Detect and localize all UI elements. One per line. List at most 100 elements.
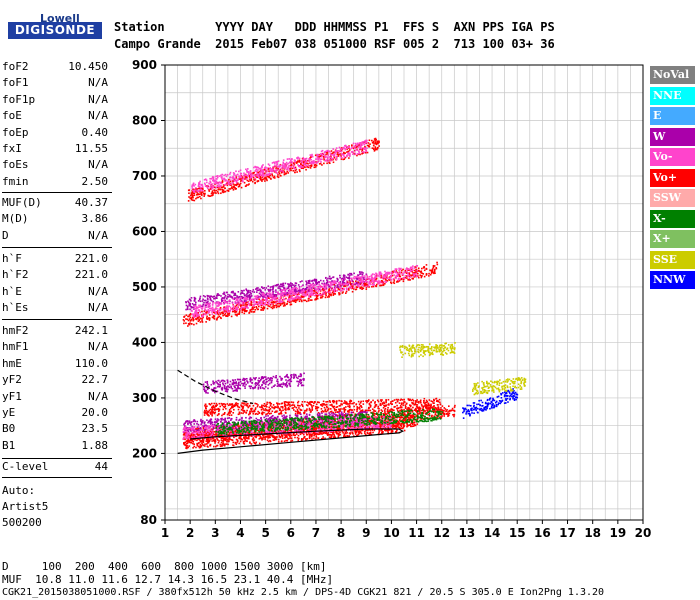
echo-dot	[248, 413, 250, 416]
echo-dot	[284, 401, 287, 403]
echo-dot	[192, 192, 195, 195]
echo-dot	[262, 438, 264, 440]
echo-dot	[237, 185, 240, 188]
echo-dot	[273, 407, 276, 410]
echo-dot	[401, 406, 403, 409]
echo-dot	[316, 295, 319, 297]
echo-dot	[252, 437, 255, 439]
echo-dot	[360, 279, 362, 281]
echo-dot	[415, 268, 417, 271]
echo-dot	[215, 408, 217, 411]
echo-dot	[293, 163, 296, 166]
echo-dot	[264, 408, 267, 410]
echo-dot	[196, 196, 199, 199]
echo-dot	[293, 406, 296, 408]
echo-dot	[214, 190, 216, 192]
echo-dot	[425, 407, 428, 410]
echo-dot	[427, 402, 430, 405]
echo-dot	[211, 190, 214, 192]
echo-dot	[323, 406, 326, 409]
echo-dot	[221, 311, 224, 314]
echo-dot	[323, 428, 326, 430]
echo-dot	[249, 410, 251, 413]
echo-dot	[250, 308, 253, 311]
echo-dot	[261, 404, 263, 407]
echo-dot	[332, 433, 334, 435]
echo-dot	[274, 406, 276, 408]
echo-dot	[249, 179, 252, 182]
echo-dot	[243, 312, 246, 315]
echo-dot	[318, 425, 321, 427]
echo-dot	[244, 439, 247, 441]
echo-dot	[333, 400, 336, 403]
echo-dot	[399, 406, 401, 409]
echo-dot	[309, 433, 312, 436]
echo-dot	[375, 278, 377, 281]
echo-dot	[387, 410, 390, 413]
echo-dot	[278, 407, 281, 410]
param-value: 20.0	[81, 406, 109, 419]
param-value: 221.0	[74, 268, 108, 282]
echo-dot	[383, 402, 386, 405]
echo-dot	[348, 403, 351, 405]
echo-dot	[376, 414, 379, 416]
echo-dot	[258, 412, 261, 414]
echo-dot	[219, 188, 222, 191]
echo-dot	[322, 432, 325, 435]
echo-dot	[213, 421, 216, 424]
echo-dot	[422, 405, 425, 408]
echo-dot	[377, 400, 380, 403]
echo-dot	[369, 419, 371, 421]
echo-dot	[229, 438, 231, 441]
echo-dot	[221, 186, 224, 189]
echo-dot	[335, 414, 338, 417]
echo-dot	[197, 428, 200, 431]
echo-dot	[259, 176, 261, 178]
param-value: N/A	[88, 109, 108, 123]
param-value: N/A	[88, 228, 108, 242]
param-value: 0.40	[81, 125, 109, 139]
echo-dot	[258, 305, 260, 308]
echo-dot	[425, 406, 427, 409]
echo-dot	[247, 184, 250, 186]
echo-dot	[289, 416, 291, 419]
echo-dot	[348, 409, 351, 412]
echo-dot	[278, 171, 280, 173]
echo-dot	[359, 283, 361, 286]
echo-dot	[200, 445, 202, 448]
echo-dot	[410, 399, 413, 402]
echo-dot	[317, 406, 320, 409]
echo-dot	[257, 303, 259, 306]
param-name: M(D)	[2, 212, 29, 226]
param-row: hmE 110.0	[2, 357, 108, 373]
echo-dot	[228, 414, 231, 417]
echo-dot	[310, 400, 312, 403]
echo-dot	[328, 436, 331, 439]
echo-dot	[428, 275, 430, 277]
param-name: yF2	[2, 373, 22, 387]
echo-dot	[231, 187, 234, 190]
echo-dot	[374, 401, 376, 403]
echo-dot	[268, 170, 270, 173]
echo-dot	[342, 418, 344, 421]
echo-dot	[343, 411, 346, 413]
param-row: h`E N/A	[2, 285, 108, 301]
echo-dot	[438, 398, 441, 401]
echo-dot	[372, 147, 374, 150]
echo-dot	[275, 301, 277, 303]
echo-dot	[290, 437, 293, 440]
param-value: N/A	[88, 340, 108, 354]
echo-dot	[304, 435, 306, 438]
echo-dot	[210, 428, 213, 430]
echo-dot	[284, 405, 287, 408]
echo-dot	[195, 446, 197, 449]
echo-dot	[300, 426, 302, 428]
echo-dot	[230, 315, 233, 318]
echo-dot	[362, 287, 365, 290]
echo-dot	[424, 403, 426, 405]
echo-dot	[284, 409, 287, 411]
echo-dot	[391, 410, 393, 412]
echo-dot	[198, 446, 201, 449]
echo-dot	[448, 412, 451, 415]
echo-dot	[222, 314, 224, 317]
